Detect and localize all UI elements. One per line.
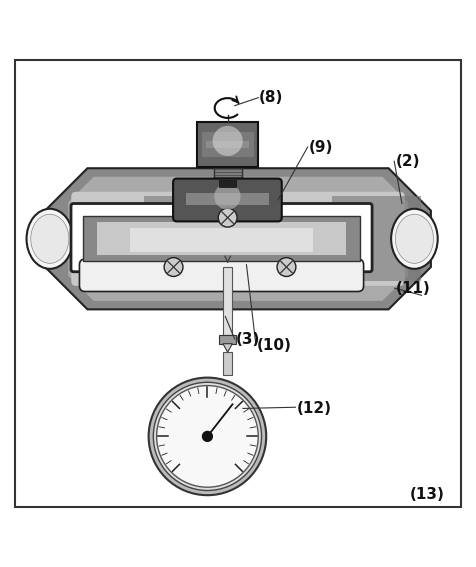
FancyBboxPatch shape [71, 204, 372, 272]
Text: (10): (10) [257, 338, 292, 353]
FancyBboxPatch shape [79, 259, 364, 291]
FancyBboxPatch shape [173, 179, 282, 221]
Polygon shape [223, 344, 232, 352]
FancyBboxPatch shape [144, 197, 233, 281]
Text: (8): (8) [259, 90, 284, 105]
Text: (3): (3) [236, 332, 260, 348]
Circle shape [164, 257, 183, 277]
Circle shape [149, 378, 266, 495]
Text: (11): (11) [396, 281, 430, 296]
Bar [197, 122, 258, 167]
FancyBboxPatch shape [186, 193, 268, 205]
Polygon shape [68, 177, 408, 301]
Bar [223, 267, 232, 335]
Circle shape [202, 431, 213, 442]
Ellipse shape [27, 209, 73, 269]
Circle shape [153, 382, 261, 490]
Circle shape [157, 386, 258, 487]
Ellipse shape [396, 214, 434, 263]
Bar [219, 335, 236, 344]
Bar [207, 141, 249, 148]
Text: (13): (13) [410, 486, 445, 502]
Bar [202, 132, 254, 158]
Circle shape [277, 257, 296, 277]
Circle shape [214, 183, 240, 210]
FancyBboxPatch shape [219, 180, 236, 187]
FancyBboxPatch shape [332, 197, 421, 281]
FancyBboxPatch shape [97, 222, 346, 255]
FancyBboxPatch shape [71, 192, 405, 286]
Text: (9): (9) [308, 139, 333, 155]
Bar [223, 352, 232, 375]
Circle shape [213, 126, 243, 156]
FancyBboxPatch shape [130, 228, 313, 252]
Ellipse shape [31, 214, 69, 263]
FancyBboxPatch shape [83, 216, 360, 261]
Circle shape [218, 208, 237, 227]
Ellipse shape [391, 209, 438, 269]
Polygon shape [45, 168, 431, 310]
Text: (12): (12) [297, 401, 332, 416]
Text: (2): (2) [396, 154, 420, 169]
